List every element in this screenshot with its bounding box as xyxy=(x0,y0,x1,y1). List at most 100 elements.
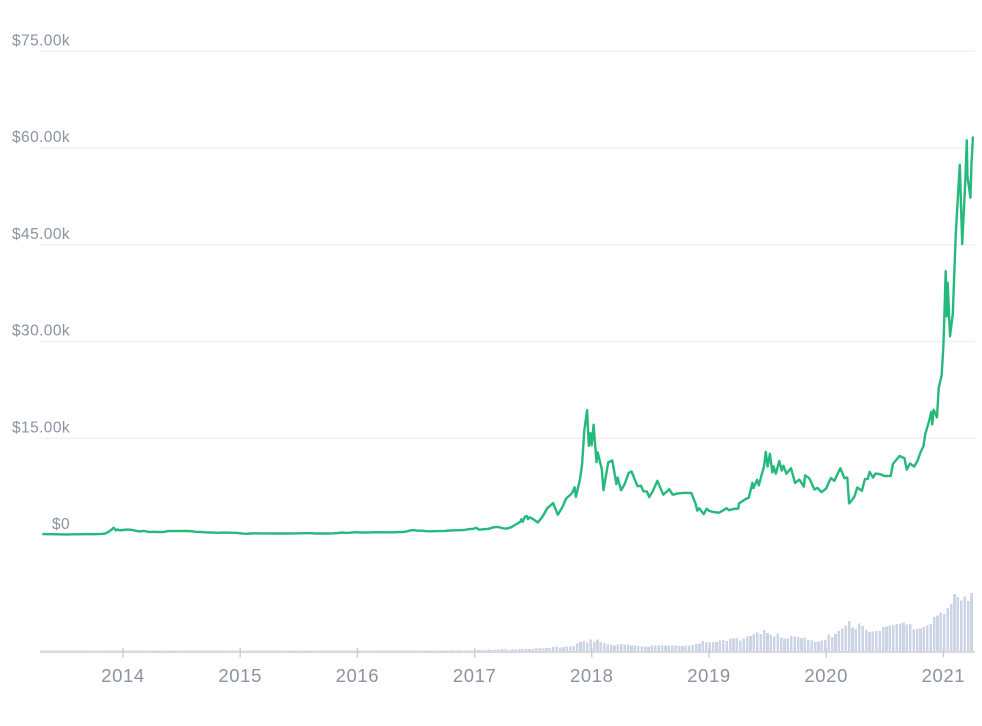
volume-bar xyxy=(348,650,351,651)
volume-bar xyxy=(735,638,739,651)
volume-bar xyxy=(694,643,698,651)
volume-bar xyxy=(127,650,130,651)
volume-bar xyxy=(861,625,864,651)
volume-bar xyxy=(943,614,946,651)
volume-bar xyxy=(745,636,749,651)
volume-bar xyxy=(589,639,592,651)
volume-bar xyxy=(225,650,229,651)
volume-bar xyxy=(827,634,830,651)
volume-bar xyxy=(718,640,722,651)
volume-bar xyxy=(875,631,878,651)
volume-bar xyxy=(72,650,76,651)
volume-bar xyxy=(507,649,511,651)
volume-bar xyxy=(161,650,164,651)
volume-bar xyxy=(477,649,480,651)
volume-bar xyxy=(422,650,426,651)
volume-bar xyxy=(235,650,239,651)
y-axis-label: $60.00k xyxy=(12,129,70,146)
volume-bar xyxy=(137,650,140,651)
price-line-path xyxy=(42,136,975,536)
volume-bar xyxy=(300,650,303,651)
volume-bar xyxy=(654,645,657,651)
volume-bar xyxy=(178,650,181,651)
volume-bar xyxy=(79,650,82,651)
x-axis-label: 2014 xyxy=(101,665,145,686)
y-axis-label: $0 xyxy=(52,516,70,533)
volume-bar xyxy=(188,650,191,651)
volume-bar xyxy=(895,624,898,651)
volume-bar xyxy=(409,650,412,651)
volume-bar xyxy=(936,615,939,651)
gridlines xyxy=(40,50,975,439)
volume-bar xyxy=(307,650,310,651)
volume-bar xyxy=(416,650,419,651)
volume-bar xyxy=(388,650,392,651)
volume-bar xyxy=(664,645,667,651)
y-axis-labels: $75.00k $60.00k $45.00k $30.00k $15.00k $0 xyxy=(12,32,70,533)
volume-bar xyxy=(208,650,212,651)
x-axis-label: 2018 xyxy=(570,665,614,686)
volume-bar xyxy=(790,636,793,651)
volume-bar xyxy=(885,626,888,651)
volume-bar xyxy=(881,626,885,651)
volume-bar xyxy=(303,650,307,651)
volume-bar xyxy=(382,650,385,651)
volume-bar xyxy=(705,642,708,651)
volume-bar xyxy=(324,650,327,651)
volume-bar xyxy=(487,649,490,651)
volume-bar xyxy=(222,650,225,651)
volume-bar xyxy=(892,624,895,651)
volume-bar xyxy=(524,648,528,651)
volume-bar xyxy=(970,593,973,651)
volume-bar xyxy=(273,650,276,651)
volume-bar xyxy=(691,645,694,651)
volume-bar xyxy=(195,650,198,651)
volume-bar xyxy=(144,650,147,651)
volume-bar xyxy=(450,650,453,651)
volume-bar xyxy=(266,650,269,651)
volume-bar xyxy=(147,650,150,651)
volume-bar xyxy=(565,646,569,651)
volume-bar xyxy=(834,633,837,651)
volume-bar xyxy=(385,650,388,651)
volume-bar xyxy=(419,650,422,651)
volume-bar xyxy=(402,650,405,651)
volume-bar xyxy=(140,650,144,651)
volume-bar xyxy=(494,649,497,651)
volume-bar xyxy=(167,650,171,651)
volume-bar xyxy=(106,650,110,651)
volume-bar xyxy=(786,638,790,651)
volume-bar xyxy=(361,650,365,651)
y-axis-label: $15.00k xyxy=(12,419,70,436)
volume-bar xyxy=(922,626,926,651)
volume-bar xyxy=(762,630,766,651)
volume-bar xyxy=(647,647,650,651)
volume-bar xyxy=(439,650,443,651)
volume-bar xyxy=(242,650,246,651)
volume-bar xyxy=(171,650,174,651)
volume-bar xyxy=(341,650,344,651)
price-line xyxy=(42,136,975,536)
volume-bar xyxy=(69,650,72,651)
volume-bars xyxy=(42,593,973,651)
volume-bar xyxy=(378,650,382,651)
x-axis-label: 2017 xyxy=(453,665,497,686)
volume-bar xyxy=(256,650,259,651)
volume-bar xyxy=(572,646,575,651)
y-axis-label: $30.00k xyxy=(12,323,70,340)
volume-bar xyxy=(215,650,218,651)
volume-bar xyxy=(783,638,786,651)
volume-bar xyxy=(620,644,623,651)
volume-bar xyxy=(395,650,399,651)
volume-bar xyxy=(701,640,705,651)
volume-bar xyxy=(643,646,647,651)
volume-bar xyxy=(548,648,552,651)
volume-bar xyxy=(640,646,643,651)
volume-bar xyxy=(116,650,120,651)
volume-bar xyxy=(637,645,640,651)
x-axis-label: 2020 xyxy=(804,665,848,686)
volume-bar xyxy=(555,646,558,651)
volume-bar xyxy=(412,650,416,651)
